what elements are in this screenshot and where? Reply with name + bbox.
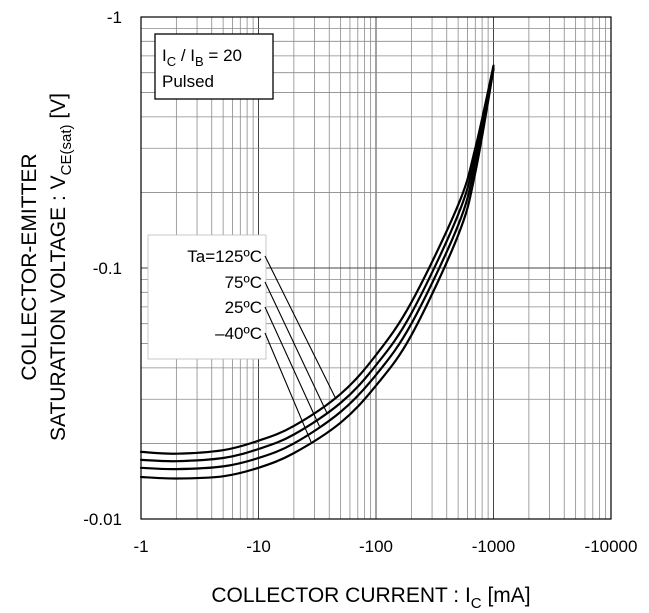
series-lines <box>139 64 495 480</box>
y-tick-label: -0.01 <box>83 510 122 529</box>
series-line-ta-25c <box>139 68 495 471</box>
legend-leader-line <box>264 332 312 443</box>
plot-frame <box>140 16 612 520</box>
legend: Ta=125ºC 75ºC 25ºC –40ºC <box>187 247 262 343</box>
legend-leader-line <box>264 255 336 398</box>
y-axis-title-line2: SATURATION VOLTAGE : VCE(sat) [V] <box>47 93 75 441</box>
y-tick-labels: -1 -0.1 -0.01 <box>83 8 122 529</box>
x-tick-label: -1 <box>133 537 148 556</box>
legend-label-ta-minus40c: –40ºC <box>215 324 262 343</box>
x-tick-label: -10 <box>246 537 271 556</box>
x-tick-label: -10000 <box>585 537 638 556</box>
legend-leader-line <box>264 306 320 427</box>
series-line-ta-75c <box>139 66 495 463</box>
condition-box <box>154 33 274 100</box>
condition-pulsed: Pulsed <box>162 72 214 91</box>
x-tick-labels: -1 -10 -100 -1000 -10000 <box>133 537 637 556</box>
y-tick-label: -0.1 <box>93 259 122 278</box>
legend-leader-lines <box>264 255 336 443</box>
series-line-ta-125c <box>139 64 495 455</box>
legend-box <box>147 234 267 360</box>
y-axis-title: COLLECTOR-EMITTER SATURATION VOLTAGE : V… <box>18 93 75 441</box>
legend-label-ta-125c: Ta=125ºC <box>187 247 262 266</box>
legend-leader-line <box>264 281 328 413</box>
x-tick-label: -100 <box>359 537 393 556</box>
condition-ratio: IC / IB = 20 <box>162 46 242 69</box>
x-tick-label: -1000 <box>472 537 515 556</box>
y-tick-label: -1 <box>107 8 122 27</box>
series-line-ta-minus40c <box>139 68 495 480</box>
y-axis-title-line1: COLLECTOR-EMITTER <box>18 153 41 380</box>
x-axis-title: COLLECTOR CURRENT : IC [mA] <box>211 584 530 612</box>
legend-label-ta-25c: 25ºC <box>225 298 262 317</box>
legend-label-ta-75c: 75ºC <box>225 273 262 292</box>
